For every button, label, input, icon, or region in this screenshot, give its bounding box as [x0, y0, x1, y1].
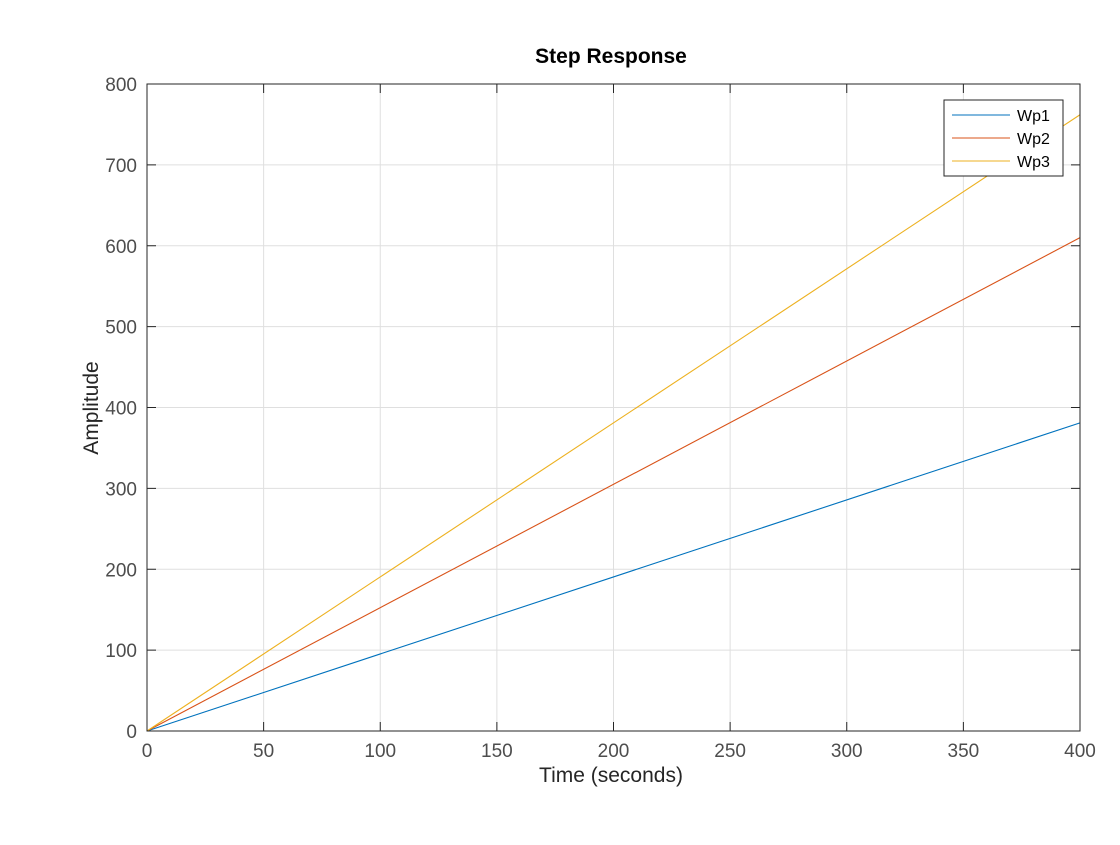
y-tick-label: 100 — [105, 641, 137, 662]
x-tick-label: 250 — [714, 741, 746, 762]
y-tick-label: 300 — [105, 479, 137, 500]
chart-title: Step Response — [535, 45, 687, 68]
grid — [147, 84, 1080, 731]
x-tick-label: 200 — [598, 741, 630, 762]
y-tick-label: 800 — [105, 75, 137, 96]
series-line-wp2 — [146, 237, 1081, 732]
x-tick-label: 150 — [481, 741, 513, 762]
y-tick-label: 400 — [105, 399, 137, 420]
legend-entries: Wp1 Wp2 Wp3 — [952, 108, 1050, 171]
y-tick-label: 700 — [105, 156, 137, 177]
y-tick-label: 0 — [126, 722, 137, 743]
x-tick-labels: 0 50 100 150 200 250 300 350 400 — [142, 741, 1096, 762]
legend[interactable]: Wp1 Wp2 Wp3 — [943, 99, 1064, 177]
x-tick-label: 300 — [831, 741, 863, 762]
ticks — [146, 83, 1081, 732]
series-lines — [146, 114, 1081, 732]
y-tick-label: 500 — [105, 318, 137, 339]
x-tick-label: 50 — [253, 741, 274, 762]
y-tick-label: 600 — [105, 237, 137, 258]
legend-label-wp3: Wp3 — [1017, 154, 1050, 171]
series-line-wp1 — [146, 422, 1081, 732]
y-axis-label: Amplitude — [80, 361, 103, 454]
legend-label-wp1: Wp1 — [1017, 108, 1050, 125]
x-tick-label: 0 — [142, 741, 153, 762]
x-tick-label: 350 — [948, 741, 980, 762]
y-tick-label: 200 — [105, 560, 137, 581]
x-tick-label: 400 — [1064, 741, 1096, 762]
x-axis-label: Time (seconds) — [539, 764, 683, 787]
y-tick-labels: 0 100 200 300 400 500 600 700 800 — [105, 75, 137, 743]
series-line-wp3 — [146, 114, 1081, 732]
x-tick-label: 100 — [364, 741, 396, 762]
legend-label-wp2: Wp2 — [1017, 131, 1050, 148]
